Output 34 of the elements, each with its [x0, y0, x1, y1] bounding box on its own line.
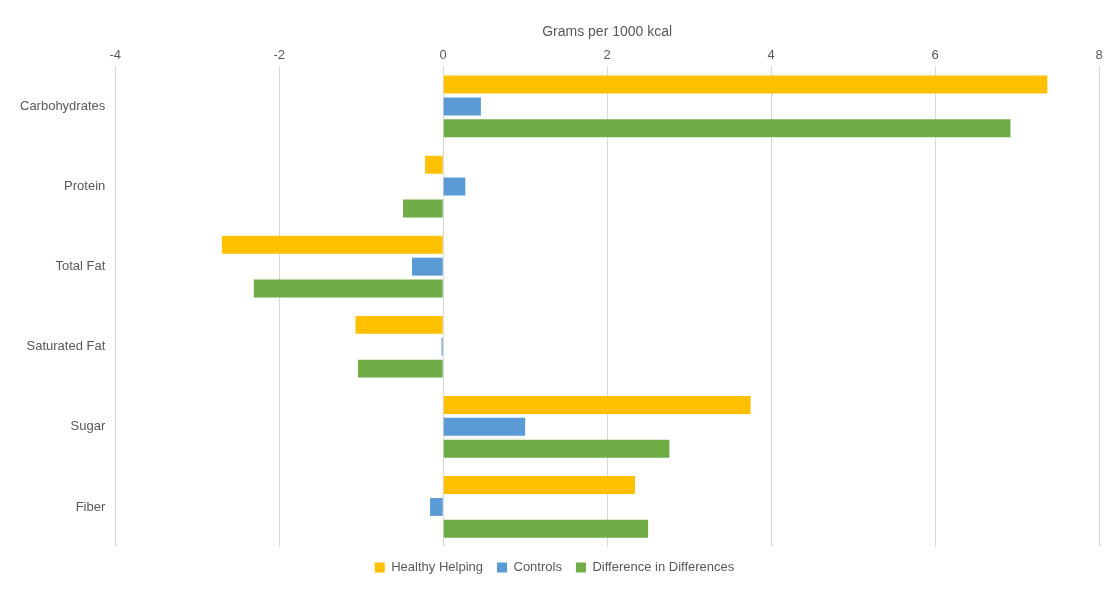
- bar: [443, 177, 466, 196]
- y-tick-label: Carbohydrates: [19, 98, 106, 114]
- y-tick-label: Total Fat: [55, 258, 106, 274]
- x-tick-label: 4: [767, 47, 775, 63]
- bar: [412, 257, 443, 276]
- bar: [443, 75, 1048, 94]
- legend-label: Controls: [513, 559, 563, 575]
- legend-label: Difference in Differences: [592, 559, 735, 575]
- legend-label: Healthy Helping: [391, 559, 484, 575]
- bar: [357, 359, 443, 378]
- x-tick-label: 0: [439, 47, 447, 63]
- bar: [253, 279, 443, 298]
- x-tick-label: 8: [1095, 47, 1103, 63]
- bar: [443, 417, 526, 436]
- bar: [425, 155, 443, 174]
- bar: [443, 97, 481, 116]
- bar: [430, 497, 443, 516]
- bar: [355, 315, 443, 334]
- x-tick-label: 2: [603, 47, 611, 63]
- bar: [443, 476, 636, 495]
- y-tick-label: Sugar: [70, 418, 106, 434]
- x-axis-title: Grams per 1000 kcal: [542, 23, 673, 40]
- x-tick-label: -2: [273, 47, 285, 63]
- y-tick-label: Saturated Fat: [26, 338, 106, 354]
- y-tick-label: Protein: [64, 178, 106, 194]
- bar: [443, 119, 1011, 138]
- bar: [221, 235, 443, 254]
- x-tick-label: 6: [931, 47, 939, 63]
- bar: [443, 395, 751, 414]
- bar: [443, 519, 649, 538]
- x-tick-label: -4: [109, 47, 122, 63]
- y-tick-label: Fiber: [75, 498, 106, 514]
- bar: [443, 439, 670, 458]
- bar: [403, 199, 443, 218]
